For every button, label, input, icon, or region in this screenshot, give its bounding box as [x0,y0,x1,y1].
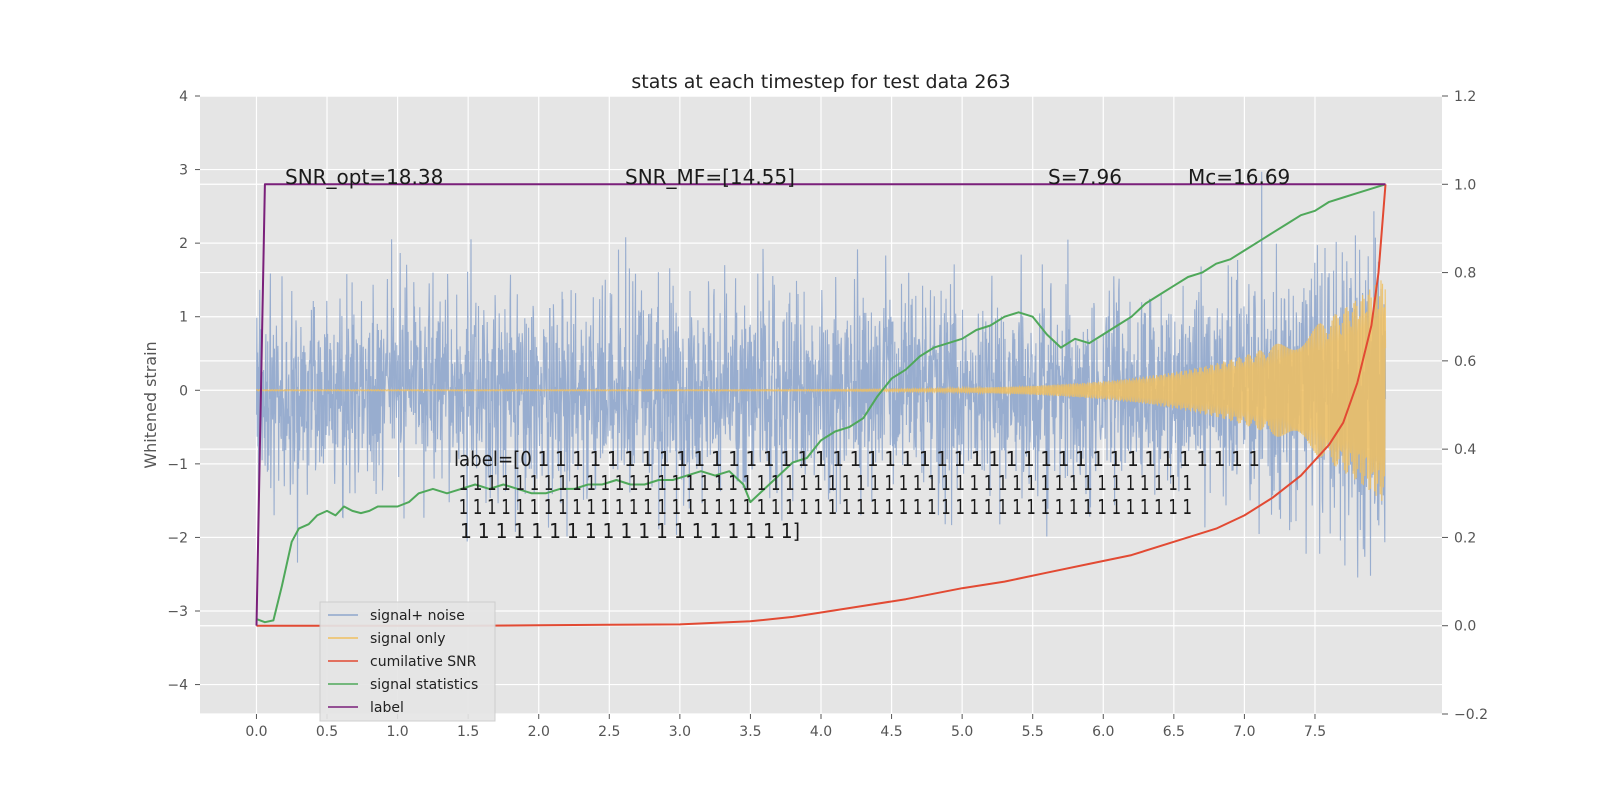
y-tick-label: −4 [167,678,188,694]
x-tick-label: 0.5 [316,724,338,740]
y-axis-label: Whitened strain [141,341,160,468]
y-tick-label: 2 [179,236,188,252]
y-tick-label: 4 [179,89,188,105]
y2-tick-label: 1.0 [1454,177,1476,193]
legend-label-cumulative-snr: cumilative SNR [370,654,477,670]
x-ticks: 0.0 0.5 1.0 1.5 2.0 2.5 3.0 3.5 4.0 4.5 5.0 5.5 6.0 6… [245,714,1326,740]
y-tick-label: −3 [167,604,188,620]
signal-only-line [255,280,1387,502]
x-tick-label: 6.0 [1092,724,1114,740]
y-tick-label: −2 [167,530,188,546]
x-tick-label: 1.0 [386,724,408,740]
legend-label-signal-statistics: signal statistics [370,677,478,693]
y2-tick-label: −0.2 [1454,707,1488,723]
x-tick-label: 5.0 [951,724,973,740]
y-tick-label: 3 [179,163,188,179]
y2-tick-label: 0.0 [1454,619,1476,635]
x-tick-label: 4.5 [880,724,902,740]
label-array-line-2: 1 1 1 1 1 1 1 1 1 1 1 1 1 1 1 1 1 1 1 1 … [454,471,1192,495]
label-array-line-4: 1 1 1 1 1 1 1 1 1 1 1 1 1 1 1 1 1 1 1] [454,519,800,543]
x-tick-label: 3.5 [739,724,761,740]
x-tick-label: 1.5 [457,724,479,740]
signal-plus-noise-line [255,171,1387,578]
legend-label-label: label [370,700,404,716]
y2-tick-label: 0.6 [1454,354,1476,370]
annotation-s: S=7.96 [1048,165,1122,189]
x-tick-label: 0.0 [245,724,267,740]
label-line [255,183,1386,626]
x-tick-label: 2.0 [528,724,550,740]
x-tick-label: 4.0 [810,724,832,740]
x-tick-label: 7.0 [1233,724,1255,740]
y-tick-label: 1 [179,310,188,326]
label-array-line-1: label=[0 1 1 1 1 1 1 1 1 1 1 1 1 1 1 1 1… [454,447,1260,471]
signal-only-series [255,280,1387,502]
y-ticks: 4 3 2 1 0 −1 −2 −3 −4 [167,89,200,694]
x-tick-label: 2.5 [598,724,620,740]
y2-tick-label: 0.2 [1454,530,1476,546]
y2-tick-label: 0.8 [1454,266,1476,282]
y2-tick-label: 1.2 [1454,89,1476,105]
signal-statistics-line [256,183,1386,624]
legend-label-signal-only: signal only [370,631,445,647]
line-series [255,183,1387,627]
y2-tick-label: 0.4 [1454,442,1476,458]
x-tick-label: 5.5 [1022,724,1044,740]
x-tick-label: 7.5 [1304,724,1326,740]
annotation-snr-mf: SNR_MF=[14.55] [625,165,795,189]
x-tick-label: 3.0 [669,724,691,740]
annotation-mc: Mc=16.69 [1188,165,1290,189]
label-array-line-3: 1 1 1 1 1 1 1 1 1 1 1 1 1 1 1 1 1 1 1 1 … [454,495,1192,519]
y-tick-label: 0 [179,383,188,399]
legend: signal+ noise signal only cumilative SNR… [319,601,496,722]
annotation-snr-opt: SNR_opt=18.38 [285,165,443,189]
legend-label-signal-plus-noise: signal+ noise [370,608,465,624]
y2-ticks: 1.2 1.0 0.8 0.6 0.4 0.2 0.0 −0.2 [1442,89,1488,723]
x-tick-label: 6.5 [1163,724,1185,740]
signal-plus-noise-series [255,171,1387,578]
chart-title: stats at each timestep for test data 263 [631,71,1010,93]
cumilative-SNR-line [256,184,1387,627]
y-tick-label: −1 [167,457,188,473]
